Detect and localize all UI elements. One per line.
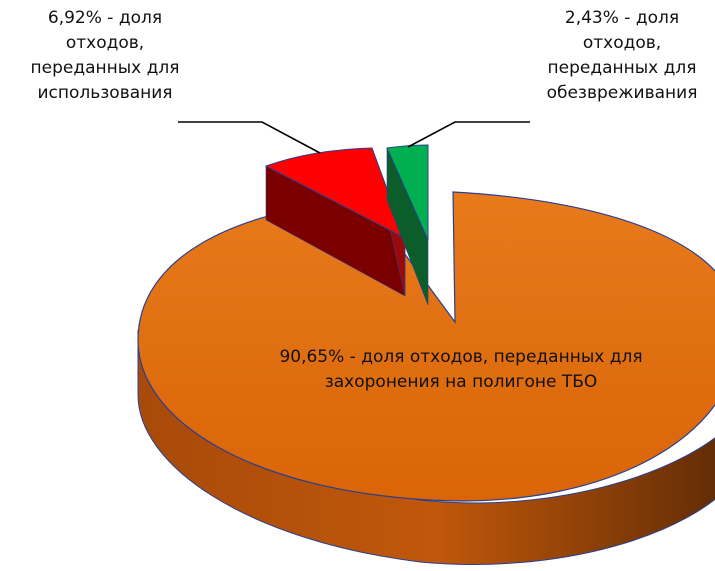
slice-label-use-line: 6,92% - доля bbox=[47, 8, 163, 28]
slice-label-neutralization-line: переданных для bbox=[547, 58, 697, 78]
slice-label-neutralization-line: 2,43% - доля bbox=[564, 8, 680, 28]
slice-label-use-line: отходов, bbox=[65, 33, 145, 53]
slice-label-neutralization-line: обезвреживания bbox=[546, 83, 698, 103]
slice-label-neutralization-line: отходов, bbox=[582, 33, 662, 53]
slice-label-use-line: переданных для bbox=[30, 58, 180, 78]
slice-label-burial-line: 90,65% - доля отходов, переданных для bbox=[279, 347, 643, 367]
leader-line-use bbox=[178, 121, 321, 154]
slice-neutralization bbox=[386, 144, 429, 241]
slice-label-use: 6,92% - доля отходов, переданных для исп… bbox=[0, 6, 210, 106]
leader-line-neutralization bbox=[407, 121, 530, 148]
slice-label-burial-line: захоронения на полигоне ТБО bbox=[324, 372, 598, 392]
slice-label-neutralization: 2,43% - доля отходов, переданных для обе… bbox=[522, 6, 715, 106]
slice-burial bbox=[137, 191, 715, 502]
slice-label-burial: 90,65% - доля отходов, переданных для за… bbox=[226, 345, 696, 395]
slice-label-use-line: использования bbox=[37, 83, 173, 103]
